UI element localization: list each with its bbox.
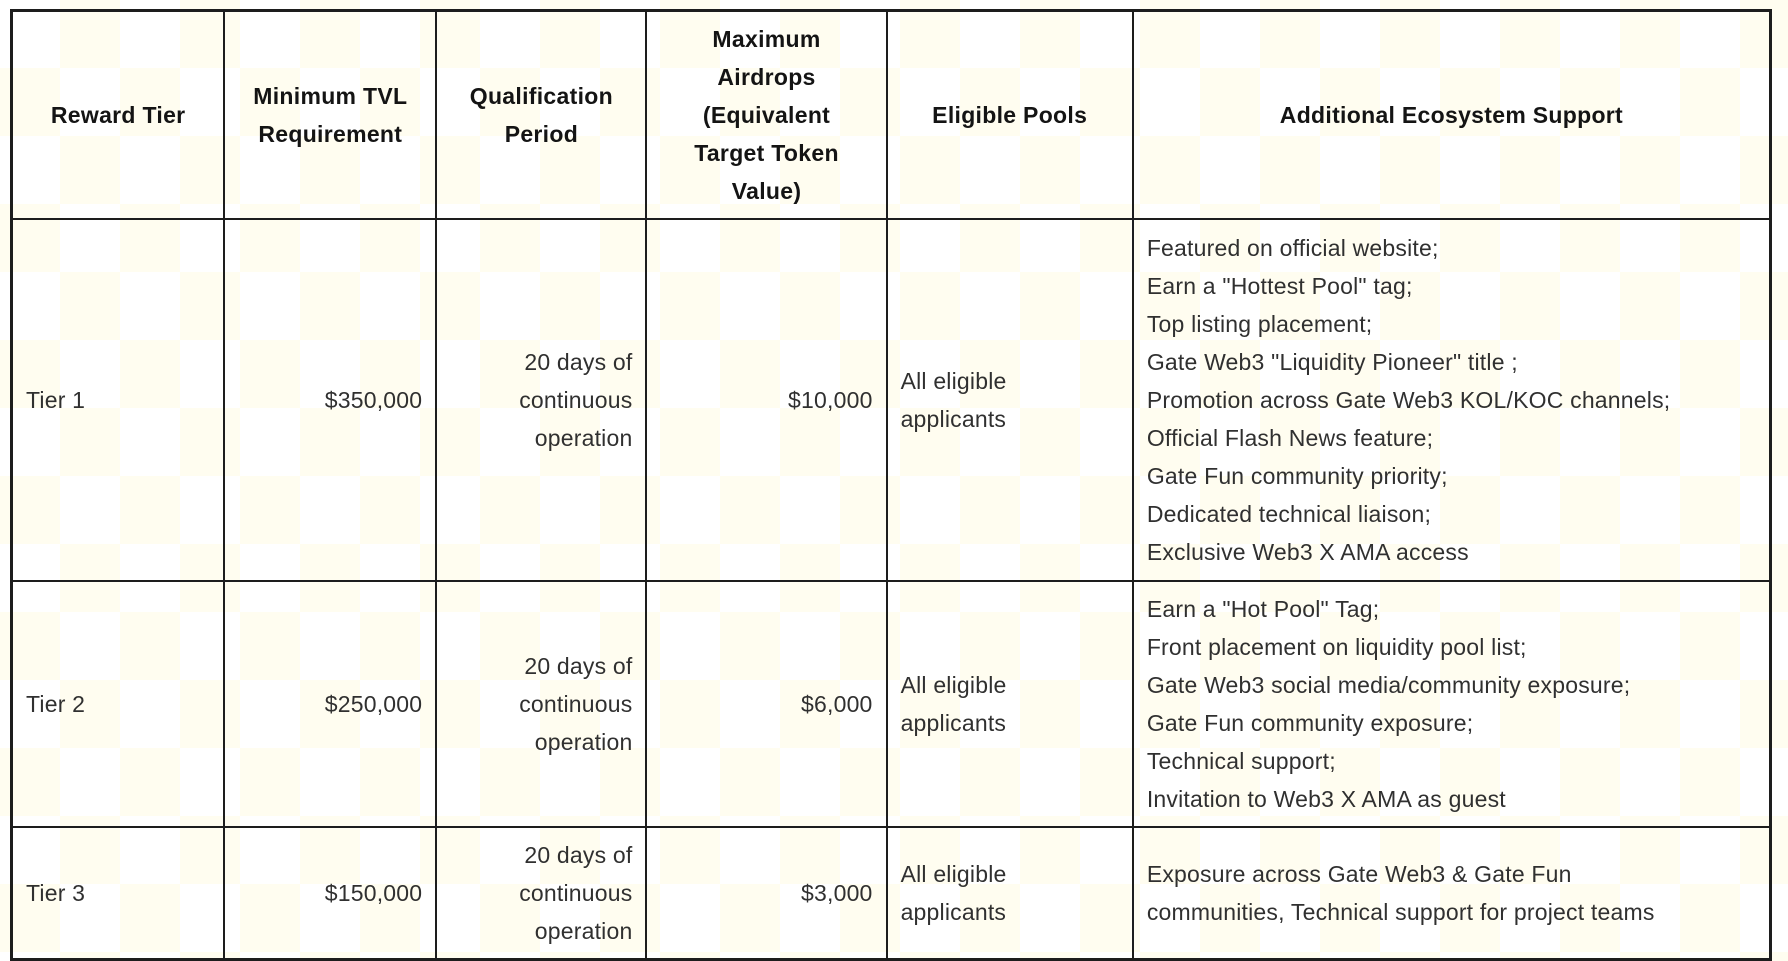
cell-tier-3-ecosystem-support: Exposure across Gate Web3 & Gate Fun com… — [1131, 826, 1772, 961]
cell-tier-2-eligible-pools: All eligible applicants — [885, 580, 1134, 828]
column-header-minimum-tvl-requirement: Minimum TVL Requirement — [223, 9, 438, 220]
cell-tier-1-min-tvl: $350,000 — [223, 218, 438, 582]
column-header-maximum-airdrops: Maximum Airdrops (Equivalent Target Toke… — [645, 9, 888, 220]
column-header-eligible-pools: Eligible Pools — [885, 9, 1134, 220]
cell-tier-2-name: Tier 2 — [10, 580, 226, 828]
cell-tier-3-name: Tier 3 — [10, 826, 226, 961]
column-header-qualification-period: Qualification Period — [435, 9, 648, 220]
cell-tier-2-max-airdrops: $6,000 — [645, 580, 888, 828]
cell-tier-2-ecosystem-support: Earn a "Hot Pool" Tag; Front placement o… — [1131, 580, 1772, 828]
cell-tier-1-eligible-pools: All eligible applicants — [885, 218, 1134, 582]
table-header-row: Reward Tier Minimum TVL Requirement Qual… — [10, 9, 1772, 220]
cell-tier-3-min-tvl: $150,000 — [223, 826, 438, 961]
cell-tier-3-max-airdrops: $3,000 — [645, 826, 888, 961]
table-row-tier-1: Tier 1 $350,000 20 days of continuous op… — [10, 218, 1772, 582]
table-row-tier-3: Tier 3 $150,000 20 days of continuous op… — [10, 826, 1772, 961]
table-row-tier-2: Tier 2 $250,000 20 days of continuous op… — [10, 580, 1772, 828]
cell-tier-1-max-airdrops: $10,000 — [645, 218, 888, 582]
cell-tier-2-min-tvl: $250,000 — [223, 580, 438, 828]
column-header-reward-tier: Reward Tier — [10, 9, 226, 220]
cell-tier-3-qualification-period: 20 days of continuous operation — [435, 826, 648, 961]
cell-tier-2-qualification-period: 20 days of continuous operation — [435, 580, 648, 828]
cell-tier-3-eligible-pools: All eligible applicants — [885, 826, 1134, 961]
cell-tier-1-name: Tier 1 — [10, 218, 226, 582]
cell-tier-1-ecosystem-support: Featured on official website; Earn a "Ho… — [1131, 218, 1772, 582]
column-header-additional-ecosystem-support: Additional Ecosystem Support — [1131, 9, 1772, 220]
rewards-tier-table: Reward Tier Minimum TVL Requirement Qual… — [10, 9, 1772, 961]
cell-tier-1-qualification-period: 20 days of continuous operation — [435, 218, 648, 582]
